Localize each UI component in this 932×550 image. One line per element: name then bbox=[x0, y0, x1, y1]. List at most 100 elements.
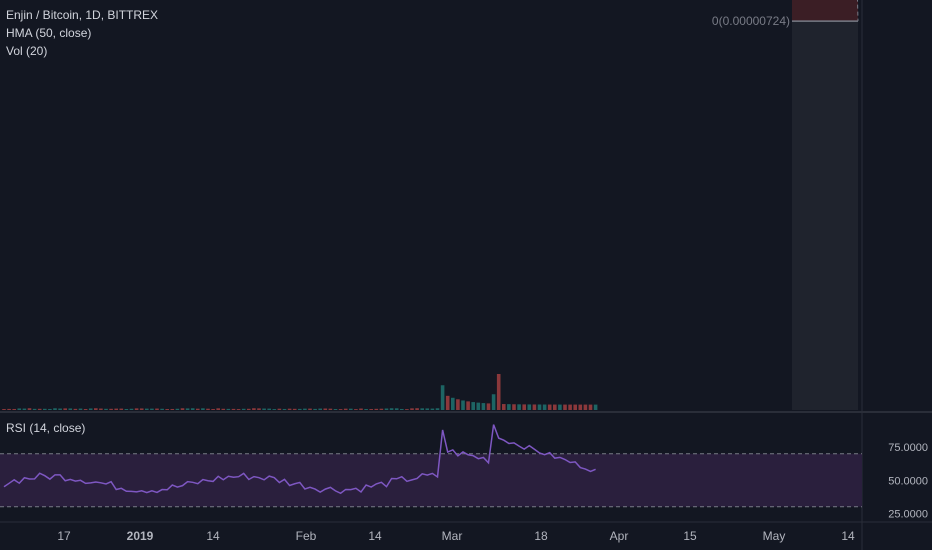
volume-bar bbox=[226, 408, 231, 410]
volume-bar bbox=[461, 400, 465, 410]
volume-bar bbox=[32, 408, 37, 410]
volume-bar bbox=[496, 374, 501, 410]
volume-bar bbox=[53, 408, 57, 410]
time-tick-label: Mar bbox=[442, 529, 463, 543]
volume-bar bbox=[558, 404, 562, 410]
volume-bar bbox=[354, 409, 358, 410]
volume-bar bbox=[201, 408, 205, 410]
volume-bar bbox=[175, 408, 180, 410]
volume-bar bbox=[333, 409, 338, 410]
volume-bar bbox=[593, 404, 598, 410]
volume-bar bbox=[568, 404, 572, 410]
volume-bar bbox=[359, 408, 363, 410]
chart-legend: Enjin / Bitcoin, 1D, BITTREX HMA (50, cl… bbox=[6, 6, 158, 60]
volume-bar bbox=[456, 399, 460, 410]
volume-bar bbox=[303, 408, 307, 410]
fib-zone-lower bbox=[792, 21, 858, 410]
volume-bar bbox=[277, 408, 282, 410]
volume-bar bbox=[563, 404, 567, 410]
volume-bar bbox=[119, 408, 124, 410]
volume-bar bbox=[542, 404, 547, 410]
volume-bar bbox=[343, 408, 348, 410]
volume-bar bbox=[532, 404, 537, 410]
volume-bar bbox=[405, 409, 409, 410]
volume-bar bbox=[522, 404, 526, 410]
volume-bar bbox=[48, 408, 52, 410]
volume-bar bbox=[338, 409, 343, 410]
volume-bar bbox=[292, 408, 297, 410]
volume-bar bbox=[517, 404, 521, 410]
volume-bar bbox=[27, 408, 32, 410]
volume-bar bbox=[471, 402, 475, 410]
time-tick-label: 17 bbox=[57, 529, 71, 543]
volume-bar bbox=[430, 408, 435, 410]
volume-indicator-label[interactable]: Vol (20) bbox=[6, 44, 48, 58]
volume-bar bbox=[2, 409, 6, 410]
time-tick-label: Feb bbox=[296, 529, 317, 543]
volume-bar bbox=[553, 404, 557, 410]
volume-bar bbox=[185, 408, 190, 410]
volume-bar bbox=[287, 408, 292, 410]
volume-bar bbox=[190, 408, 195, 410]
volume-bar bbox=[445, 395, 450, 410]
volume-bar bbox=[389, 408, 394, 410]
volume-bar bbox=[425, 408, 430, 410]
volume-bar bbox=[476, 402, 481, 410]
volume-bar bbox=[12, 408, 16, 410]
volume-bar bbox=[124, 408, 129, 410]
rsi-band-fill bbox=[0, 453, 862, 507]
volume-bar bbox=[394, 408, 399, 410]
volume-bar bbox=[328, 408, 333, 410]
hma-indicator-label[interactable]: HMA (50, close) bbox=[6, 26, 92, 40]
volume-bar bbox=[466, 401, 470, 410]
volume-bar bbox=[247, 408, 251, 410]
rsi-indicator-label[interactable]: RSI (14, close) bbox=[6, 421, 86, 435]
volume-bar bbox=[364, 409, 368, 410]
volume-bar bbox=[221, 408, 226, 410]
volume-bar bbox=[379, 408, 384, 410]
volume-bar bbox=[440, 385, 445, 410]
volume-bar bbox=[94, 408, 98, 410]
time-tick-label: May bbox=[763, 529, 786, 543]
volume-bar bbox=[573, 404, 577, 410]
time-tick-label: 15 bbox=[683, 529, 697, 543]
volume-bar bbox=[99, 408, 103, 410]
rsi-tick-label: 25.0000 bbox=[888, 508, 928, 520]
volume-bar bbox=[308, 408, 312, 410]
volume-bar bbox=[150, 408, 154, 410]
time-tick-label: 14 bbox=[206, 529, 220, 543]
volume-bar bbox=[502, 404, 506, 410]
volume-bar bbox=[298, 408, 302, 410]
volume-bar bbox=[451, 397, 455, 410]
volume-bar bbox=[78, 408, 83, 410]
volume-bar bbox=[236, 409, 241, 410]
volume-bar bbox=[139, 408, 144, 410]
volume-bar bbox=[252, 408, 256, 410]
volume-bar bbox=[547, 404, 552, 410]
time-tick-label: 14 bbox=[368, 529, 382, 543]
volume-bar bbox=[491, 394, 496, 410]
volume-bar bbox=[231, 408, 236, 410]
volume-bar bbox=[349, 408, 353, 410]
volume-bar bbox=[58, 408, 62, 410]
volume-bar bbox=[313, 408, 317, 410]
volume-bar bbox=[578, 404, 583, 410]
volume-bar bbox=[507, 404, 511, 410]
volume-bar bbox=[216, 408, 220, 410]
volume-bar bbox=[369, 409, 373, 410]
volume-bar bbox=[588, 404, 593, 410]
volume-bar bbox=[537, 404, 542, 410]
volume-bar bbox=[165, 409, 169, 410]
rsi-tick-label: 75.0000 bbox=[888, 442, 928, 454]
volume-bar bbox=[318, 408, 322, 410]
volume-bar bbox=[170, 408, 175, 410]
fib-zone bbox=[792, 0, 858, 22]
volume-bar bbox=[129, 408, 134, 410]
time-tick-label: 14 bbox=[841, 529, 855, 543]
volume-bar bbox=[22, 408, 27, 410]
symbol-title[interactable]: Enjin / Bitcoin, 1D, BITTREX bbox=[6, 8, 159, 22]
candles-group bbox=[2, 374, 598, 410]
volume-bar bbox=[73, 408, 78, 410]
volume-bar bbox=[257, 408, 261, 410]
